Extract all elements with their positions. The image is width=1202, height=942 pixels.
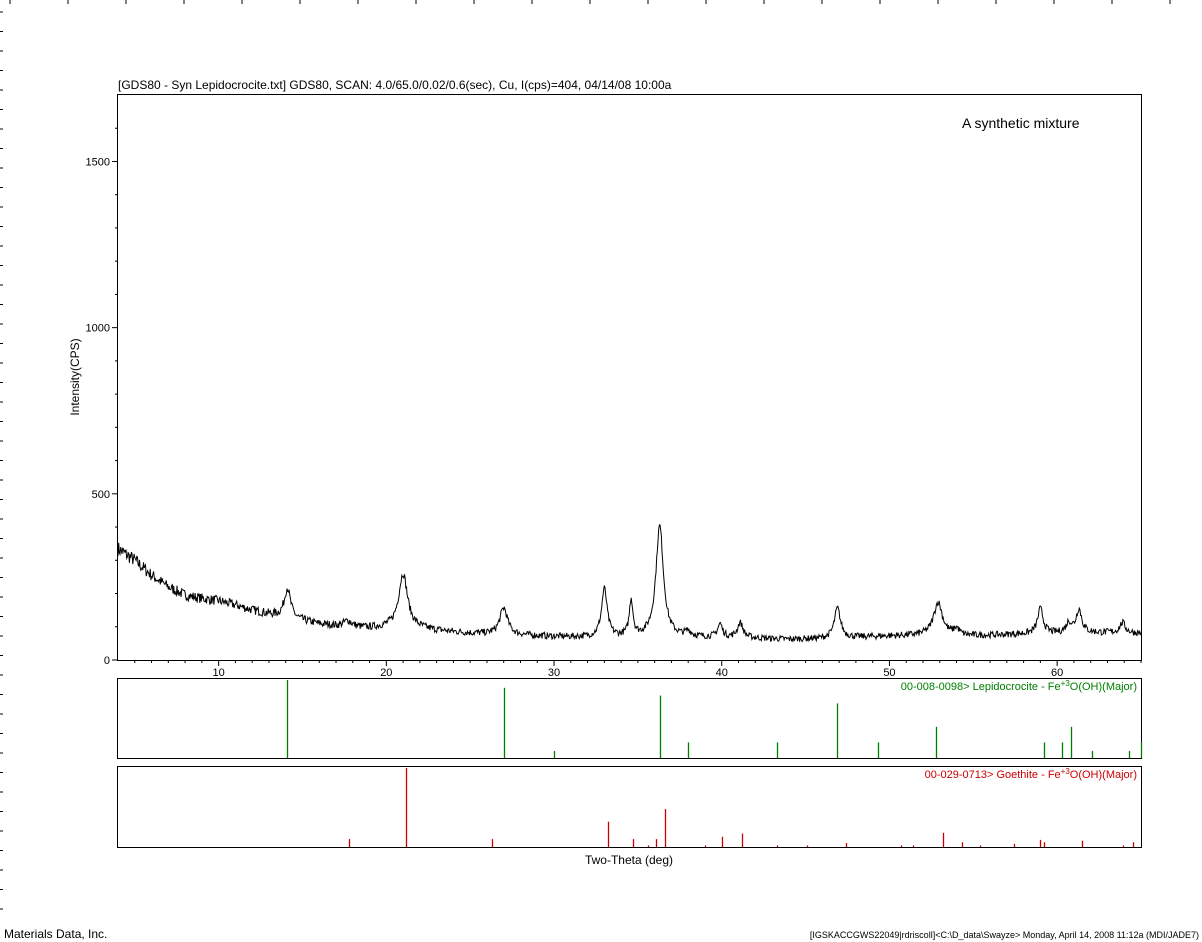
y-tick-label: 1500 — [86, 156, 110, 168]
footer-info: [IGSKACCGWS22049|rdriscoll]<C:\D_data\Sw… — [810, 930, 1199, 940]
y-axis-label: Intensity(CPS) — [68, 338, 82, 415]
footer-company: Materials Data, Inc. — [4, 927, 107, 941]
edge-tick-marks — [0, 0, 1171, 910]
y-tick-label: 500 — [92, 489, 110, 501]
x-axis-ticks: 10 20 30 40 50 60 — [134, 660, 1142, 679]
lepidocrocite-panel-frame — [117, 678, 1142, 759]
goethite-label: 00-029-0713> Goethite - Fe+3O(OH)(Major) — [925, 767, 1137, 781]
lepidocrocite-label: 00-008-0098> Lepidocrocite - Fe+3O(OH)(M… — [901, 679, 1137, 693]
x-tick-label: 60 — [1051, 667, 1063, 679]
x-tick-label: 50 — [883, 667, 895, 679]
lepidocrocite-sticks — [286, 680, 1143, 758]
x-tick-label: 30 — [548, 667, 560, 679]
x-tick-label: 10 — [212, 667, 224, 679]
y-tick-label: 1000 — [86, 323, 110, 335]
x-axis-label: Two-Theta (deg) — [585, 853, 673, 867]
scan-header: [GDS80 - Syn Lepidocrocite.txt] GDS80, S… — [118, 78, 672, 92]
y-axis-ticks: 0 500 1000 1500 — [86, 127, 118, 667]
x-tick-label: 40 — [716, 667, 728, 679]
main-plot-frame — [117, 94, 1142, 661]
goethite-panel-frame — [117, 766, 1142, 848]
goethite-sticks — [348, 768, 1135, 847]
annotation-label: A synthetic mixture — [962, 115, 1080, 131]
y-tick-label: 0 — [104, 655, 110, 667]
diffraction-trace — [117, 524, 1142, 643]
x-tick-label: 20 — [380, 667, 392, 679]
